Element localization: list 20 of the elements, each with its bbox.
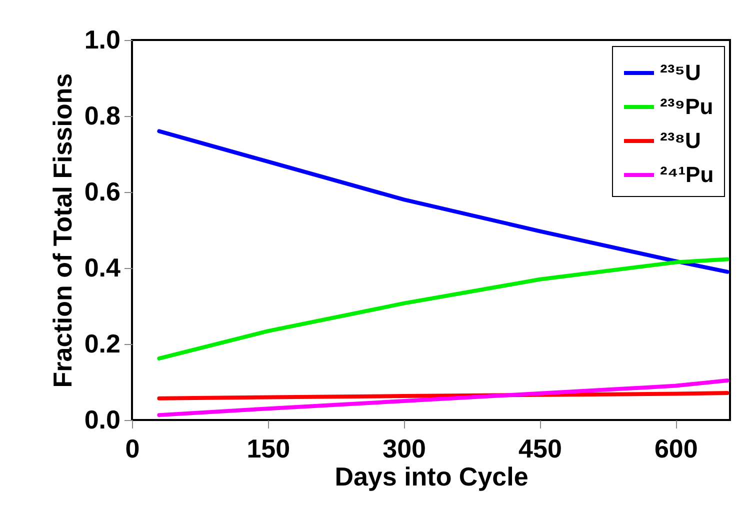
y-axis-title: Fraction of Total Fissions xyxy=(47,73,78,388)
legend-label: ²⁴¹Pu xyxy=(660,162,714,187)
line-series xyxy=(157,378,730,418)
y-tick-label: 0.6 xyxy=(84,176,120,206)
x-tick-label: 600 xyxy=(654,434,698,464)
legend-label: ²³⁵U xyxy=(660,60,701,85)
y-tick-label: 0.8 xyxy=(84,100,120,130)
y-tick-label: 0.4 xyxy=(84,252,122,282)
x-tick-label: 450 xyxy=(518,434,562,464)
line-series xyxy=(157,129,730,274)
x-tick-label: 300 xyxy=(382,434,426,464)
x-axis-title: Days into Cycle xyxy=(334,462,528,492)
y-tick-label: 1.0 xyxy=(84,24,120,54)
y-tick-label: 0.0 xyxy=(84,404,120,434)
x-tick-label: 150 xyxy=(246,434,290,464)
y-tick-label: 0.2 xyxy=(84,328,120,358)
x-tick-label: 0 xyxy=(125,434,140,464)
legend-label: ²³⁸U xyxy=(660,128,701,153)
line-series xyxy=(157,257,730,360)
legend-label: ²³⁹Pu xyxy=(660,94,714,119)
